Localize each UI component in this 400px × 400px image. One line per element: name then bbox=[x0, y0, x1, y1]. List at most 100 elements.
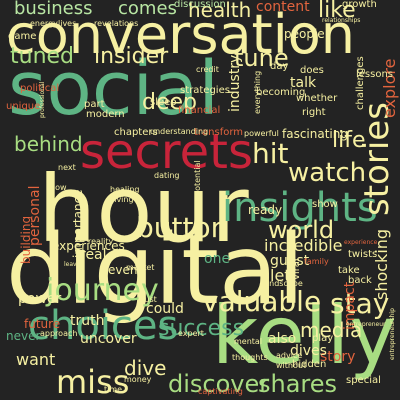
word-strategies: strategies bbox=[180, 85, 230, 96]
word-mental: mental bbox=[234, 337, 263, 346]
word-real: real bbox=[80, 247, 107, 263]
word-back: back bbox=[348, 275, 372, 286]
word-entrepreneurship: entrepreneurship bbox=[389, 308, 396, 360]
word-hit: hit bbox=[252, 137, 289, 170]
word-take: take bbox=[338, 265, 360, 276]
word-future: future bbox=[24, 317, 61, 331]
word-modern: modern bbox=[86, 109, 125, 120]
word-part: part bbox=[84, 99, 105, 110]
word-journey: journey bbox=[46, 273, 159, 308]
word-insider: insider bbox=[94, 44, 169, 69]
word-viral: viral bbox=[291, 258, 302, 280]
word-family: family bbox=[304, 257, 329, 266]
word-insights: insights bbox=[222, 185, 378, 231]
word-shares: shares bbox=[258, 370, 338, 398]
word-experience: experience bbox=[344, 239, 378, 246]
word-fascinating: fascinating bbox=[282, 127, 348, 141]
word-powerful: powerful bbox=[244, 129, 279, 138]
word-next: next bbox=[58, 163, 76, 172]
word-healing: healing bbox=[110, 185, 140, 194]
word-discussion: discussion bbox=[174, 0, 226, 10]
word-energy: energy bbox=[30, 19, 58, 28]
word-behind: behind bbox=[14, 132, 83, 156]
word-unique: unique bbox=[6, 101, 41, 112]
word-growth: growth bbox=[342, 0, 377, 10]
word-conversation: conversation bbox=[6, 3, 355, 66]
word-stay: stay bbox=[330, 287, 390, 320]
word-want: want bbox=[16, 350, 56, 369]
word-uncover: uncover bbox=[80, 331, 137, 347]
word-like: like bbox=[318, 0, 356, 23]
word-living: living bbox=[112, 195, 134, 204]
word-twists: twists bbox=[348, 249, 378, 260]
word-play: play bbox=[312, 333, 334, 344]
word-revelations: revelations bbox=[94, 19, 139, 28]
word-show: show bbox=[312, 199, 338, 210]
word-talk: talk bbox=[290, 75, 317, 91]
word-also: also bbox=[268, 331, 297, 347]
word-transform: transform bbox=[194, 127, 244, 138]
word-miss: miss bbox=[56, 363, 130, 400]
word-industry: industry bbox=[227, 54, 243, 112]
word-social: social bbox=[8, 46, 219, 132]
word-everything: everything bbox=[253, 70, 262, 114]
word-success: success bbox=[158, 316, 245, 341]
word-explore: explore bbox=[380, 58, 399, 119]
word-building: building bbox=[19, 215, 33, 264]
word-dives: dives bbox=[290, 343, 327, 359]
word-money: money bbox=[124, 375, 152, 384]
word-now: now bbox=[50, 183, 67, 192]
word-special: special bbox=[346, 375, 381, 386]
word-choices: choices bbox=[28, 303, 179, 349]
word-secrets: secrets bbox=[80, 124, 253, 180]
word-time: time bbox=[104, 385, 123, 394]
word-story: story bbox=[320, 349, 356, 365]
word-political: political bbox=[20, 83, 60, 94]
word-content: content bbox=[256, 0, 310, 15]
word-media: media bbox=[300, 318, 363, 342]
word-expert: expert bbox=[178, 329, 204, 338]
word-whether: whether bbox=[296, 93, 338, 104]
word-discover: discover bbox=[168, 370, 270, 398]
word-chapters: chapters bbox=[114, 127, 158, 138]
word-health: health bbox=[188, 0, 252, 22]
word-dating: dating bbox=[154, 171, 180, 180]
word-button: button bbox=[136, 211, 229, 244]
word-lessons: lessons bbox=[356, 69, 394, 80]
word-truth: truth bbox=[70, 313, 105, 329]
word-guest: guest bbox=[270, 253, 310, 269]
word-deep: deep bbox=[142, 90, 197, 115]
word-dive: dive bbox=[124, 356, 167, 380]
word-digital: digital bbox=[6, 214, 305, 326]
word-power: power bbox=[18, 291, 62, 307]
word-professional: professional bbox=[39, 81, 46, 118]
word-potential: potential bbox=[193, 160, 202, 196]
word-advice: advice bbox=[276, 351, 303, 360]
word-becoming: becoming bbox=[256, 87, 306, 98]
word-market: market bbox=[126, 263, 155, 272]
word-sleep: sleep bbox=[150, 97, 177, 108]
word-understanding: understanding bbox=[150, 127, 209, 136]
word-valuable: valuable bbox=[202, 285, 322, 318]
word-approach: approach bbox=[40, 329, 78, 338]
word-thoughts: thoughts bbox=[232, 353, 268, 362]
word-does: does bbox=[300, 65, 324, 76]
word-business: business bbox=[14, 0, 93, 19]
word-incredible: incredible bbox=[264, 236, 343, 255]
word-right: right bbox=[302, 107, 326, 118]
word-comes: comes bbox=[118, 0, 177, 19]
word-captivating: captivating bbox=[198, 387, 243, 396]
word-even: even bbox=[108, 263, 138, 277]
word-could: could bbox=[146, 301, 184, 317]
word-financial: financial bbox=[178, 105, 221, 116]
word-day: day bbox=[270, 61, 289, 72]
word-experiences: experiences bbox=[52, 239, 125, 253]
word-relationships: relationships bbox=[322, 17, 361, 24]
word-reality: reality bbox=[88, 237, 114, 246]
word-lives: lives bbox=[58, 19, 77, 28]
word-hour: hour bbox=[38, 156, 249, 263]
word-let: let bbox=[270, 266, 291, 285]
word-world: world bbox=[268, 216, 335, 244]
word-tune: tune bbox=[234, 44, 289, 72]
